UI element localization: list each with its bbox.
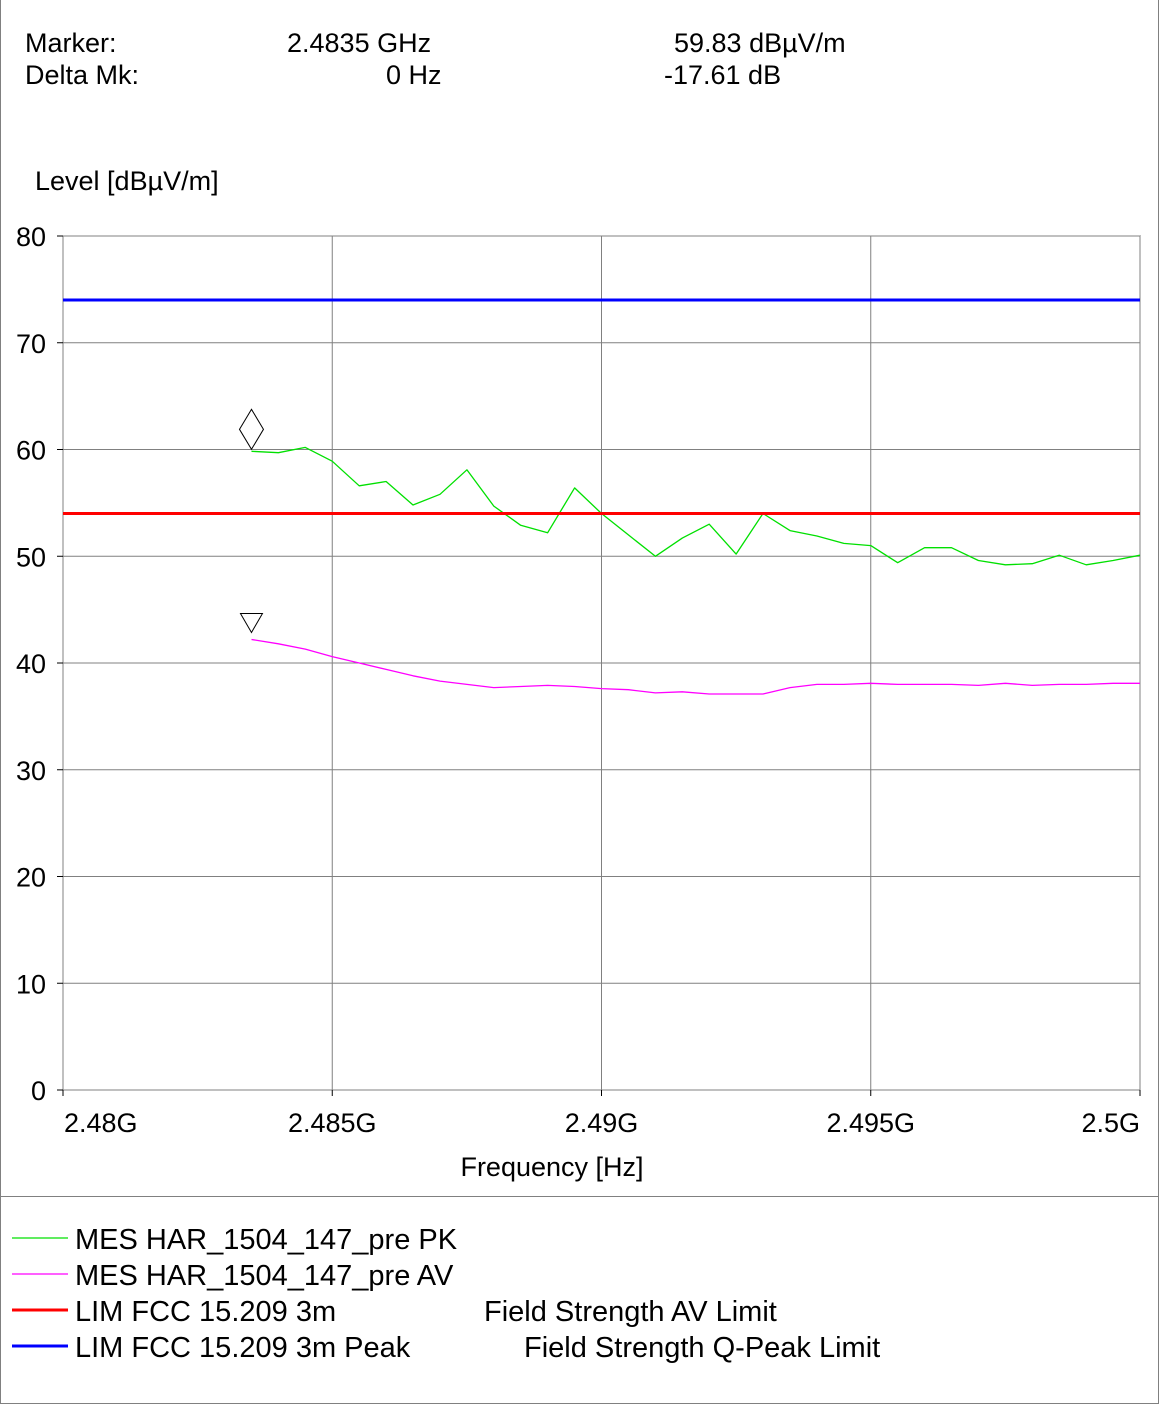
marker-frequency: 2.4835 GHz (287, 28, 432, 58)
legend-limit-description-4: Field Strength Q-Peak Limit (524, 1332, 880, 1364)
legend-series-name-4: LIM FCC 15.209 3m Peak (75, 1332, 411, 1364)
legend-divider (0, 1196, 1159, 1197)
x-tick-label: 2.48G (64, 1108, 138, 1138)
x-axis-label: Frequency [Hz] (460, 1152, 643, 1182)
peak-marker-diamond (238, 408, 265, 451)
legend-series-name-3: LIM FCC 15.209 3m (75, 1296, 336, 1328)
x-tick-label: 2.5G (1081, 1108, 1140, 1138)
series-line-1 (251, 446, 1141, 566)
y-tick-label: 10 (16, 969, 46, 999)
average-marker-triangle (239, 613, 264, 634)
delta-marker-level: -17.61 dB (664, 60, 782, 90)
legend-limit-description-3: Field Strength AV Limit (484, 1296, 777, 1328)
y-tick-label: 40 (16, 649, 46, 679)
x-tick-label: 2.485G (288, 1108, 377, 1138)
y-axis-label: Level [dBµV/m] (35, 166, 219, 196)
grid (62, 235, 1141, 1091)
y-tick-label: 80 (16, 222, 46, 252)
y-tick-label: 30 (16, 756, 46, 786)
y-tick-label: 0 (31, 1076, 46, 1106)
delta-marker-frequency: 0 Hz (386, 60, 442, 90)
marker-label: Marker: (25, 28, 117, 58)
y-tick-label: 20 (16, 863, 46, 893)
series-layer (63, 298, 1141, 695)
y-tick-label: 50 (16, 542, 46, 572)
marker-level: 59.83 dBµV/m (674, 28, 846, 58)
y-tick-label: 70 (16, 329, 46, 359)
y-tick-label: 60 (16, 436, 46, 466)
tick-layer: 0 10 20 30 40 50 60 70 80 2.48G 2.485G 2.49G 2.495G 2… (16, 222, 1141, 1138)
x-tick-label: 2.495G (826, 1108, 915, 1138)
legend: MES HAR_1504_147_pre PK MES HAR_1504_147_… (12, 1224, 880, 1364)
marker-layer (238, 408, 265, 634)
legend-series-name-2: MES HAR_1504_147_pre AV (75, 1260, 454, 1292)
x-tick-label: 2.49G (565, 1108, 639, 1138)
series-line-2 (251, 638, 1140, 695)
delta-marker-label: Delta Mk: (25, 60, 140, 90)
legend-series-name-1: MES HAR_1504_147_pre PK (75, 1224, 458, 1256)
